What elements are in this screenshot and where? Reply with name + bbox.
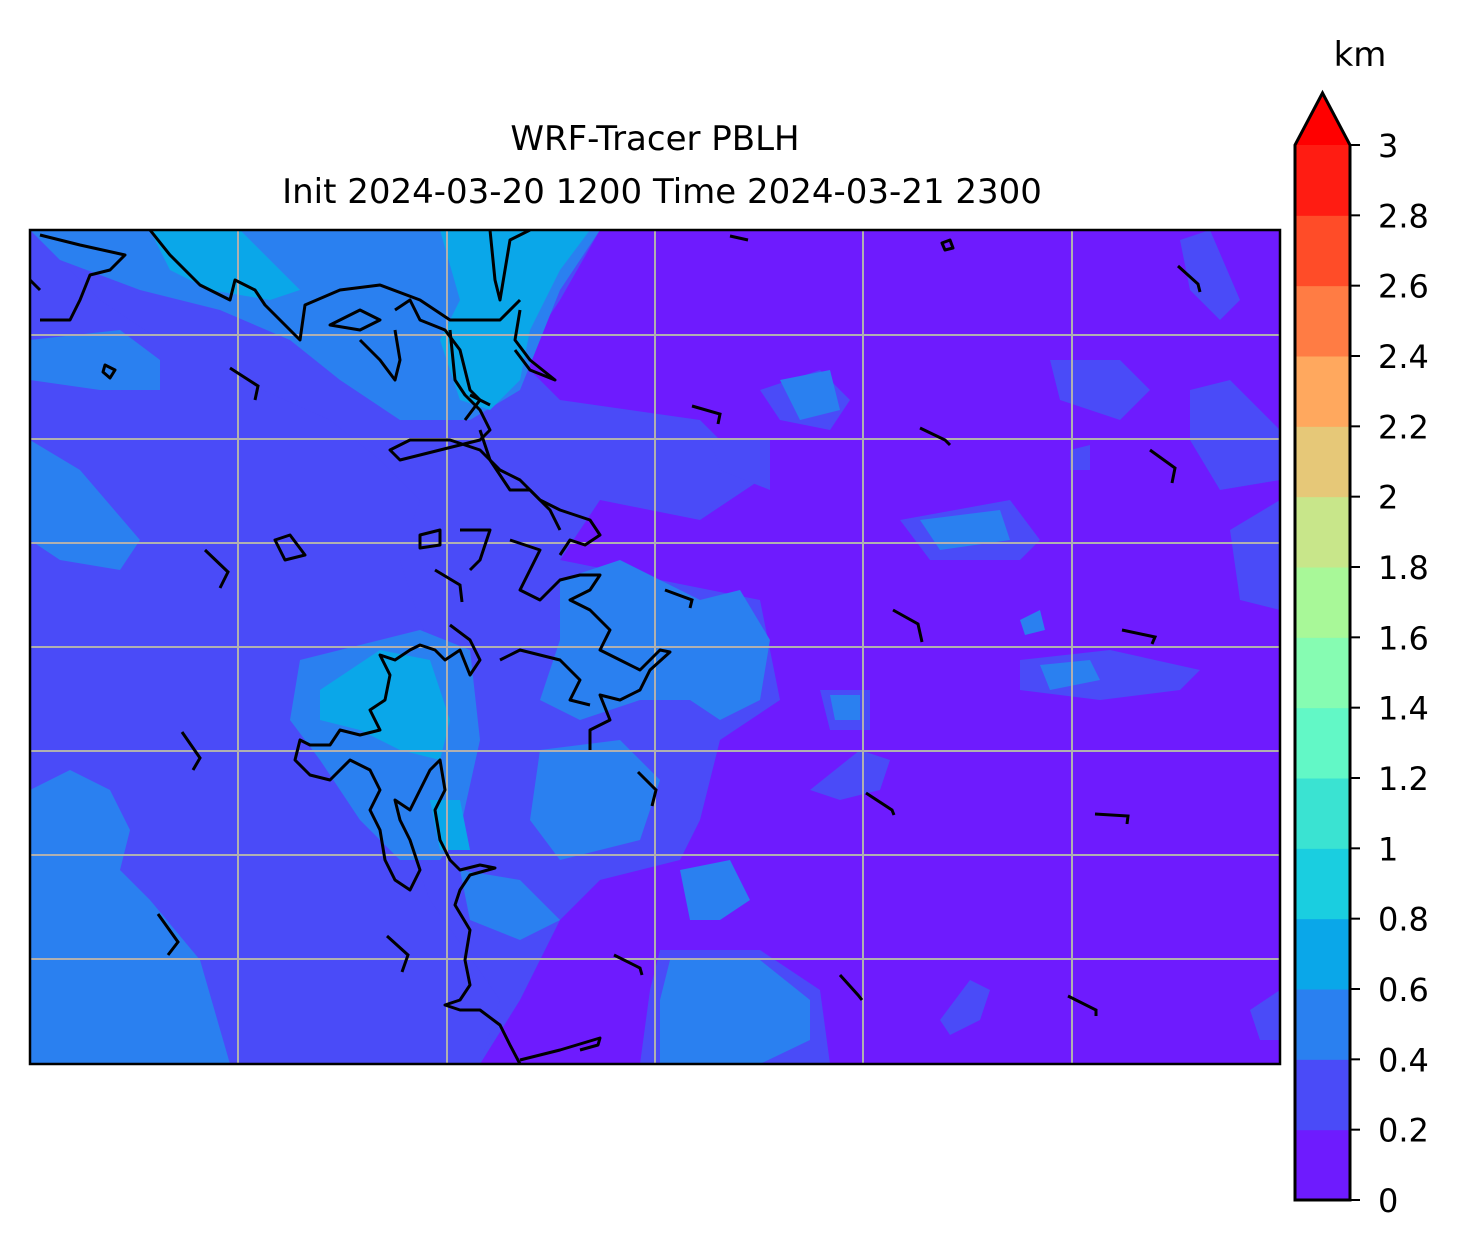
colorbar: 0 0.2 0.4 0.6 0.8 1 1.2 1.4 1.6 1.8 2 2.2 2.4 2.6 2.8 3 (1293, 89, 1429, 1220)
colorbar-tick-label: 0.6 (1378, 971, 1429, 1009)
colorbar-segment (1295, 496, 1350, 568)
colorbar-segment (1295, 567, 1350, 638)
chart-title: WRF-Tracer PBLH (510, 119, 799, 159)
colorbar-tick-label: 2.4 (1378, 338, 1429, 376)
coastlines (30, 230, 955, 1064)
wind-barbs (156, 264, 1202, 1016)
colorbar-tick-label: 3 (1378, 127, 1398, 165)
colorbar-tick-label: 1.2 (1378, 760, 1429, 798)
colorbar-segment (1295, 989, 1350, 1060)
colorbar-segment (1295, 285, 1350, 357)
contour-level-0.6-0.8 (150, 230, 590, 850)
colorbar-tick-label: 0.4 (1378, 1041, 1429, 1079)
colorbar-segment (1295, 1059, 1350, 1131)
colorbar-segment (1295, 637, 1350, 709)
colorbar-tick-label: 2.2 (1378, 408, 1429, 446)
colorbar-tick-label: 0.8 (1378, 901, 1429, 939)
map-gridlines (30, 230, 1280, 1064)
colorbar-extend-arrow (1295, 93, 1350, 145)
map-frame (28, 228, 1282, 1066)
colorbar-tick-label: 1.4 (1378, 690, 1429, 728)
colorbar-tick-label: 1.6 (1378, 619, 1429, 657)
colorbar-label: km (1334, 35, 1387, 75)
colorbar-segment (1295, 848, 1350, 920)
colorbar-tick-label: 2.8 (1378, 197, 1429, 235)
colorbar-tick-label: 0 (1378, 1182, 1398, 1220)
colorbar-tick-label: 1.8 (1378, 549, 1429, 587)
colorbar-segment (1295, 426, 1350, 498)
colorbar-tick-label: 1 (1378, 830, 1398, 868)
colorbar-segment (1295, 1129, 1350, 1201)
colorbar-segment (1295, 778, 1350, 849)
colorbar-tick-label: 2.6 (1378, 268, 1429, 306)
colorbar-segment (1295, 707, 1350, 779)
chart-subtitle: Init 2024-03-20 1200 Time 2024-03-21 230… (282, 172, 1042, 212)
colorbar-segment (1295, 145, 1350, 216)
colorbar-tick-label: 2 (1378, 479, 1398, 517)
map-panel (30, 230, 1280, 1064)
colorbar-tick-label: 0.2 (1378, 1112, 1429, 1150)
colorbar-segment (1295, 356, 1350, 427)
colorbar-outline (1293, 89, 1352, 1202)
colorbar-segment (1295, 918, 1350, 990)
colorbar-segment (1295, 215, 1350, 287)
